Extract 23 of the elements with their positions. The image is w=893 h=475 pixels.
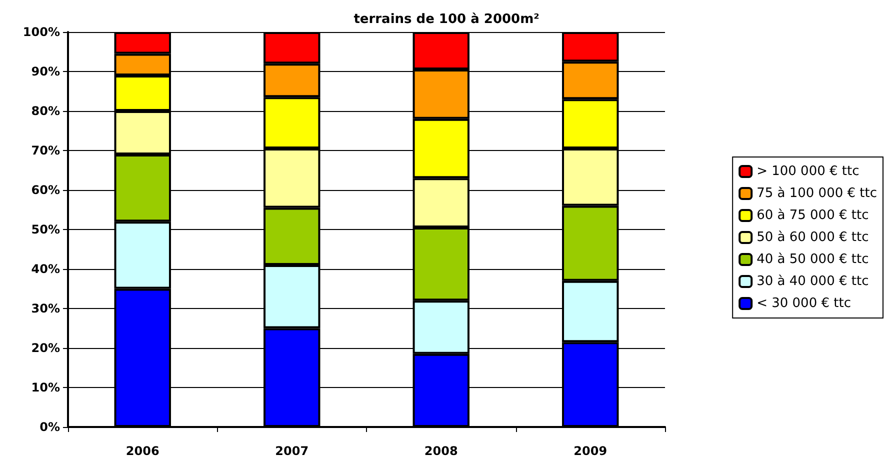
- y-tick-label: 40%: [31, 262, 60, 276]
- legend-label: > 100 000 € ttc: [756, 164, 860, 179]
- legend-label: 60 à 75 000 € ttc: [756, 208, 869, 223]
- y-tick-label: 0%: [40, 420, 60, 434]
- legend-label: 50 à 60 000 € ttc: [756, 230, 869, 245]
- y-tick-label: 80%: [31, 104, 60, 118]
- y-tick-label: 50%: [31, 222, 60, 236]
- chart-title: terrains de 100 à 2000m²: [354, 12, 540, 27]
- x-tick-label: 2008: [424, 444, 458, 458]
- y-tick-label: 70%: [31, 144, 60, 158]
- x-tick-label: 2009: [574, 444, 608, 458]
- y-tick-label: 60%: [31, 183, 60, 197]
- x-tick-label: 2006: [126, 444, 160, 458]
- y-tick-label: 90%: [31, 64, 60, 78]
- legend-label: < 30 000 € ttc: [756, 296, 851, 311]
- y-tick-label: 20%: [31, 341, 60, 355]
- y-tick-label: 10%: [31, 380, 60, 394]
- x-tick-label: 2007: [275, 444, 309, 458]
- y-tick-label: 100%: [22, 25, 60, 39]
- legend-label: 40 à 50 000 € ttc: [756, 252, 869, 267]
- legend-label: 75 à 100 000 € ttc: [756, 186, 878, 201]
- legend-label: 30 à 40 000 € ttc: [756, 274, 869, 289]
- y-tick-label: 30%: [31, 302, 60, 316]
